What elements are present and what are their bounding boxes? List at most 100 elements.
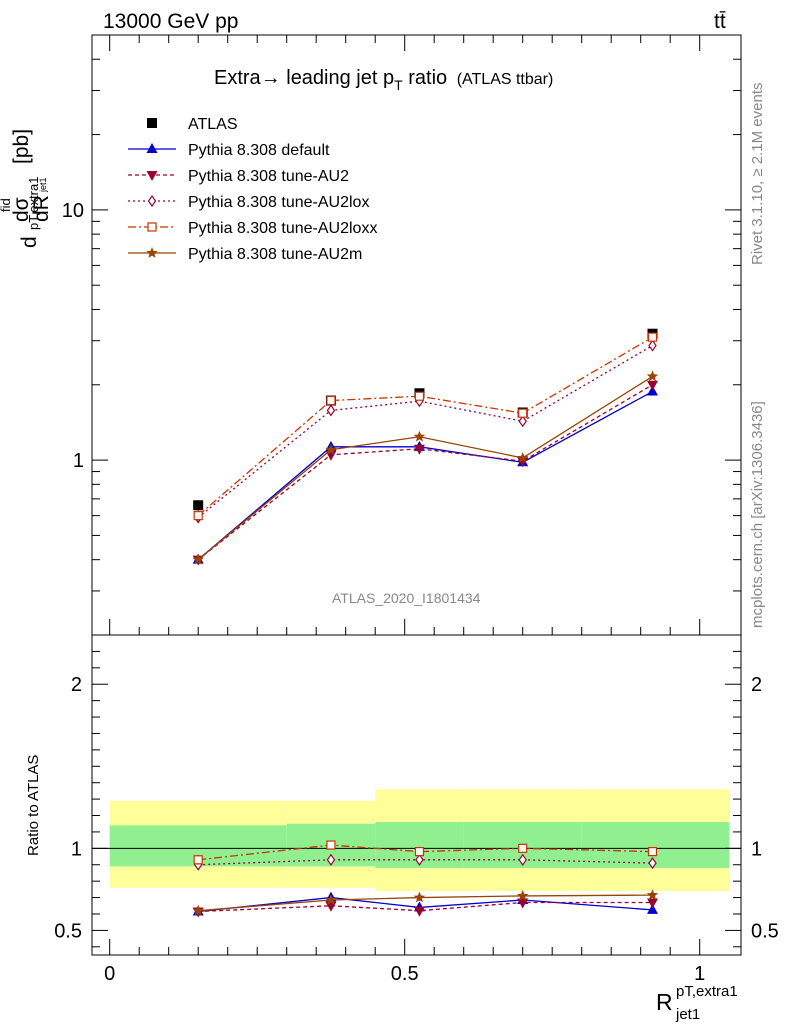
data-point <box>517 457 529 468</box>
data-point <box>414 391 425 401</box>
ylabel-unit: [pb] <box>10 129 33 164</box>
legend: ATLAS Pythia 8.308 default Pythia 8.308 tu… <box>128 116 377 263</box>
data-point <box>413 430 426 442</box>
data-point <box>648 339 657 352</box>
chart-title-small: (ATLAS ttbar) <box>457 71 554 88</box>
series-2 <box>192 380 658 566</box>
data-point <box>413 444 425 455</box>
ylabel-fid: fid <box>0 198 13 212</box>
series-4 <box>192 889 659 916</box>
y-tick-label: 1 <box>73 450 84 472</box>
series-1 <box>192 898 658 918</box>
series-1 <box>192 385 658 564</box>
legend-label: Pythia 8.308 tune-AU2loxx <box>188 220 377 237</box>
ratio-panel-series <box>192 840 659 918</box>
top-y-axis-label: dR d dσ fid pT,extra1 jet1 [pb] <box>0 129 53 248</box>
chart-title-main: Extra <box>214 67 262 89</box>
axes-and-ticks: 1 10 0.5 0.5 1 1 2 2 0 0.5 1 <box>54 34 779 985</box>
top-panel-series <box>192 328 659 566</box>
x-tick-label: 0.5 <box>391 963 419 985</box>
rivet-version-label: Rivet 3.1.10, ≥ 2.1M events <box>749 83 766 266</box>
x-tick-label: 1 <box>694 963 705 985</box>
ratio-y-tick-label: 2 <box>71 674 82 696</box>
data-point <box>517 889 529 901</box>
ylabel-dR: dR <box>30 195 53 222</box>
ratio-bands <box>92 789 741 891</box>
xlabel-R: R <box>656 989 673 1015</box>
legend-marker <box>147 222 157 232</box>
legend-marker <box>146 143 158 153</box>
y-tick-label: 10 <box>62 200 84 222</box>
data-point <box>518 853 527 866</box>
data-point <box>325 894 337 905</box>
legend-label: ATLAS <box>188 116 238 133</box>
legend-label: Pythia 8.308 tune-AU2m <box>188 246 362 263</box>
ratio-y-tick-label-right: 2 <box>751 674 762 696</box>
analysis-watermark: ATLAS_2020_I1801434 <box>332 590 481 606</box>
legend-marker <box>147 118 157 128</box>
chart-title: Extra→ leading jet pT ratio (ATLAS ttbar… <box>214 67 553 93</box>
ratio-y-tick-label: 0.5 <box>54 920 82 942</box>
series-4 <box>193 332 658 522</box>
chart-title-sub: T <box>394 77 403 93</box>
data-point <box>193 500 204 511</box>
data-point <box>193 855 203 865</box>
data-point <box>326 395 336 406</box>
data-point <box>192 553 204 565</box>
xlabel-sub: jet1 <box>675 1006 700 1023</box>
data-point <box>646 370 659 382</box>
ylabel-sigma: dσ <box>10 197 33 222</box>
data-point <box>647 898 658 909</box>
data-point <box>193 511 203 521</box>
ratio-y-axis-label: Ratio to ATLAS <box>25 755 42 856</box>
series-line <box>198 844 653 861</box>
data-point <box>647 847 658 857</box>
x-axis-label: R pT,extra1 jet1 <box>656 983 738 1023</box>
chart-title-tail: ratio <box>403 67 447 89</box>
energy-label: 13000 GeV pp <box>103 10 238 33</box>
chart-title-arrow: → <box>261 67 281 89</box>
data-point <box>517 452 529 463</box>
series-line <box>197 384 653 561</box>
ylabel-d: d <box>18 236 41 248</box>
x-tick-label: 0 <box>104 963 115 985</box>
data-point <box>325 443 337 455</box>
ratio-y-tick-label-right: 1 <box>751 838 762 860</box>
xlabel-sup: pT,extra1 <box>676 983 738 1000</box>
data-point <box>413 906 425 917</box>
data-point <box>648 857 657 870</box>
series-line <box>197 336 653 517</box>
process-label: tt̄ <box>714 10 726 33</box>
legend-marker <box>146 171 158 181</box>
data-point <box>192 904 204 916</box>
data-point <box>326 840 336 850</box>
legend-label: Pythia 8.308 default <box>188 142 330 159</box>
series-3 <box>193 339 657 524</box>
data-point <box>518 415 527 428</box>
series-line <box>198 896 653 913</box>
data-point <box>325 901 337 912</box>
ratio-y-tick-label: 1 <box>71 838 82 860</box>
data-point <box>326 853 336 866</box>
series-3 <box>193 840 658 865</box>
data-point <box>518 408 528 418</box>
series-line <box>197 390 653 561</box>
data-point <box>517 898 529 909</box>
ylabel-jet: jet1 <box>38 177 48 193</box>
series-0 <box>193 328 658 511</box>
band-inner <box>581 822 730 869</box>
data-point <box>646 889 659 900</box>
series-line <box>197 344 653 518</box>
legend-label: Pythia 8.308 tune-AU2 <box>188 168 349 185</box>
mcplots-label: mcplots.cern.ch [arXiv:1306.3436] <box>749 401 766 628</box>
ratio-panel-frame <box>91 634 742 956</box>
ratio-y-tick-label-right: 0.5 <box>751 920 779 942</box>
data-point <box>518 843 528 853</box>
legend-label: Pythia 8.308 tune-AU2lox <box>188 194 369 211</box>
data-point <box>415 853 424 866</box>
series-line <box>197 375 653 561</box>
data-point <box>326 404 336 417</box>
legend-marker <box>147 194 157 208</box>
data-point <box>647 332 658 342</box>
